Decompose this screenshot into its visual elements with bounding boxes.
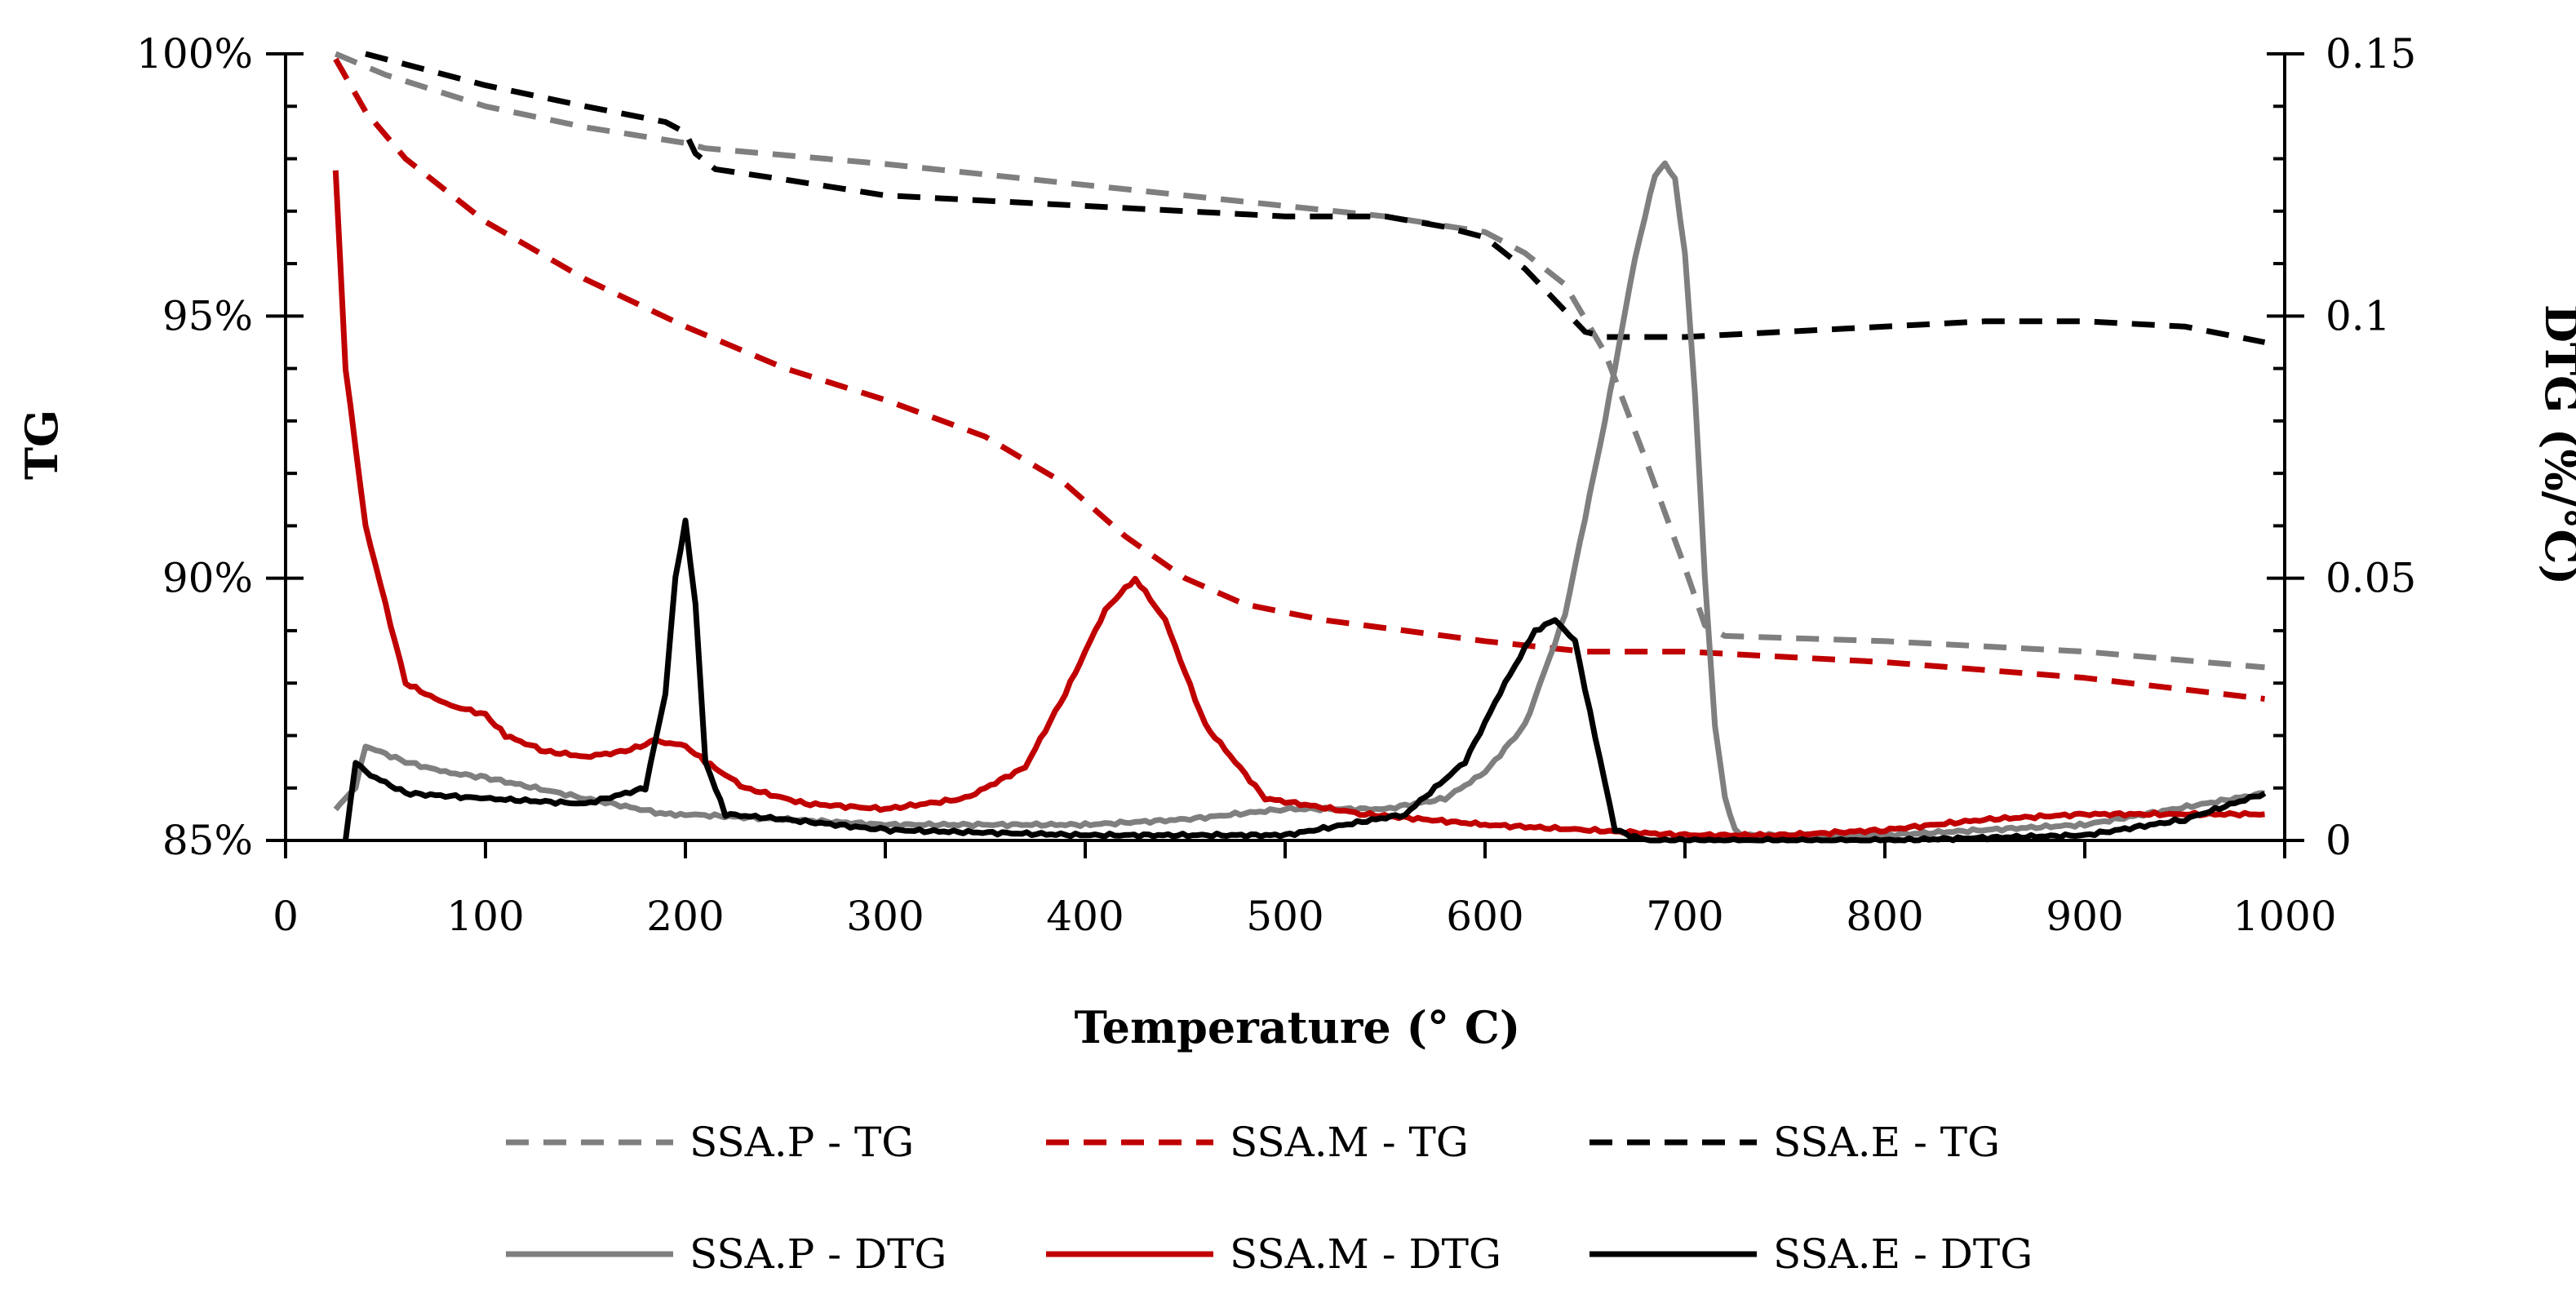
legend-label: SSA.P - TG [689,1119,914,1166]
x-axis-title: Temperature (° C) [1075,1001,1521,1053]
legend-item: SSA.E - DTG [1589,1230,2033,1278]
legend-label: SSA.E - TG [1773,1119,2000,1166]
x-tick-label: 100 [446,893,524,940]
y-tick-label: 95% [162,292,253,339]
x-tick-label: 900 [2046,893,2123,940]
legend-item: SSA.E - TG [1589,1119,2000,1166]
y2-axis-title: DTG (%/°C) [2535,304,2576,585]
x-tick-label: 400 [1046,893,1124,940]
x-tick-label: 0 [273,893,299,940]
legend-item: SSA.P - DTG [506,1230,947,1278]
axes [284,54,2286,842]
x-tick-label: 200 [646,893,724,940]
series-line-ssa-p-tg [334,51,2265,671]
y-axis-title: TG [16,410,68,480]
x-tick-label: 300 [846,893,924,940]
legend: SSA.P - TG SSA.M - TG SSA.E - TG SSA.P - DT… [506,1119,2033,1278]
x-tick-label: 800 [1846,893,1923,940]
y2-tick-label: 0.15 [2325,30,2416,78]
series-line-ssa-e-tg [365,51,2266,345]
x-tick-label: 600 [1446,893,1523,940]
legend-label: SSA.P - DTG [689,1230,947,1278]
legend-item: SSA.M - TG [1046,1119,1469,1166]
y2-tick-label: 0 [2325,817,2352,864]
x-tick-label: 1000 [2232,893,2336,940]
legend-label: SSA.E - DTG [1773,1230,2033,1278]
series-line-ssa-m-dtg [332,170,2265,840]
plot-lines [332,51,2267,844]
series-line-ssa-m-tg [333,57,2265,702]
legend-item: SSA.P - TG [506,1119,914,1166]
y-tick-label: 100% [136,30,253,78]
legend-label: SSA.M - DTG [1230,1230,1501,1278]
series-line-ssa-p-dtg [333,160,2265,840]
ticks: 0 100 200 300 400 500 600 700 800 900 1000 85% 90% 95… [136,30,2416,940]
x-tick-label: 700 [1646,893,1723,940]
legend-label: SSA.M - TG [1230,1119,1469,1166]
y-tick-label: 90% [162,555,253,602]
x-tick-label: 500 [1246,893,1323,940]
y-tick-label: 85% [162,817,253,864]
y2-tick-label: 0.1 [2325,292,2391,339]
series-line-ssa-e-dtg [343,517,2267,844]
y2-tick-label: 0.05 [2325,555,2416,602]
legend-item: SSA.M - DTG [1046,1230,1501,1278]
